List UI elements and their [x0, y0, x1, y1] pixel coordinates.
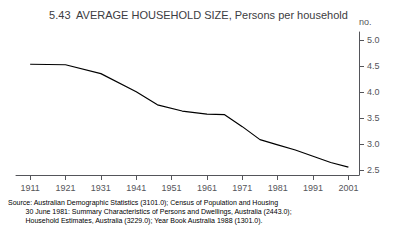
svg-text:30 June 1981: Summary Characte: 30 June 1981: Summary Characteristics of…: [8, 208, 292, 216]
svg-text:Source: Australian Demographic: Source: Australian Demographic Statistic…: [8, 199, 278, 207]
svg-text:1971: 1971: [232, 183, 252, 193]
svg-text:2.5: 2.5: [367, 165, 380, 175]
svg-text:2001: 2001: [338, 183, 358, 193]
svg-text:4.5: 4.5: [367, 61, 380, 71]
svg-text:1921: 1921: [55, 183, 75, 193]
svg-text:1951: 1951: [162, 183, 182, 193]
svg-text:3.0: 3.0: [367, 139, 380, 149]
svg-text:1981: 1981: [268, 183, 288, 193]
svg-text:1991: 1991: [303, 183, 323, 193]
svg-text:1931: 1931: [91, 183, 111, 193]
svg-text:no.: no.: [359, 17, 372, 27]
svg-text:Household Estimates, Australia: Household Estimates, Australia (3229.0);…: [8, 217, 263, 225]
svg-text:1961: 1961: [197, 183, 217, 193]
svg-text:5.43 AVERAGE HOUSEHOLD SIZE,: 5.43 AVERAGE HOUSEHOLD SIZE, Persons per…: [49, 9, 348, 21]
svg-text:4.0: 4.0: [367, 87, 380, 97]
svg-text:5.0: 5.0: [367, 35, 380, 45]
svg-text:3.5: 3.5: [367, 113, 380, 123]
svg-text:1941: 1941: [126, 183, 146, 193]
svg-text:1911: 1911: [20, 183, 39, 193]
